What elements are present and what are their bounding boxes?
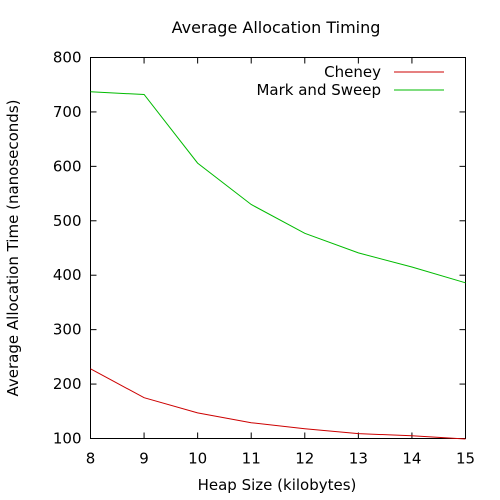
y-tick-label: 200 [53,375,82,393]
y-tick-label: 800 [53,49,82,67]
x-tick-label: 14 [402,450,421,468]
x-tick-label: 8 [86,450,96,468]
series-line-cheney [90,368,466,440]
x-tick-labels: 8 9 10 11 12 13 14 15 [86,450,475,468]
x-tick-label: 12 [295,450,314,468]
x-tick-label: 9 [139,450,149,468]
x-axis-label: Heap Size (kilobytes) [198,476,357,494]
y-tick-label: 700 [53,103,82,121]
x-tick-label: 10 [188,450,207,468]
legend-label-mark-and-sweep: Mark and Sweep [256,81,381,99]
plot-frame [90,57,466,439]
x-tick-label: 13 [349,450,368,468]
y-tick-label: 600 [53,157,82,175]
y-tick-label: 100 [53,430,82,448]
y-axis-label: Average Allocation Time (nanoseconds) [4,100,22,397]
axis-ticks [90,57,466,439]
series-line-mark-and-sweep [90,91,466,284]
y-tick-labels: 100 200 300 400 500 600 700 800 [53,49,82,448]
chart-title: Average Allocation Timing [172,18,381,37]
y-tick-label: 400 [53,266,82,284]
series-lines [90,91,466,440]
x-tick-label: 15 [456,450,475,468]
y-tick-label: 500 [53,212,82,230]
legend-label-cheney: Cheney [324,63,381,81]
y-tick-label: 300 [53,321,82,339]
x-tick-label: 11 [242,450,261,468]
